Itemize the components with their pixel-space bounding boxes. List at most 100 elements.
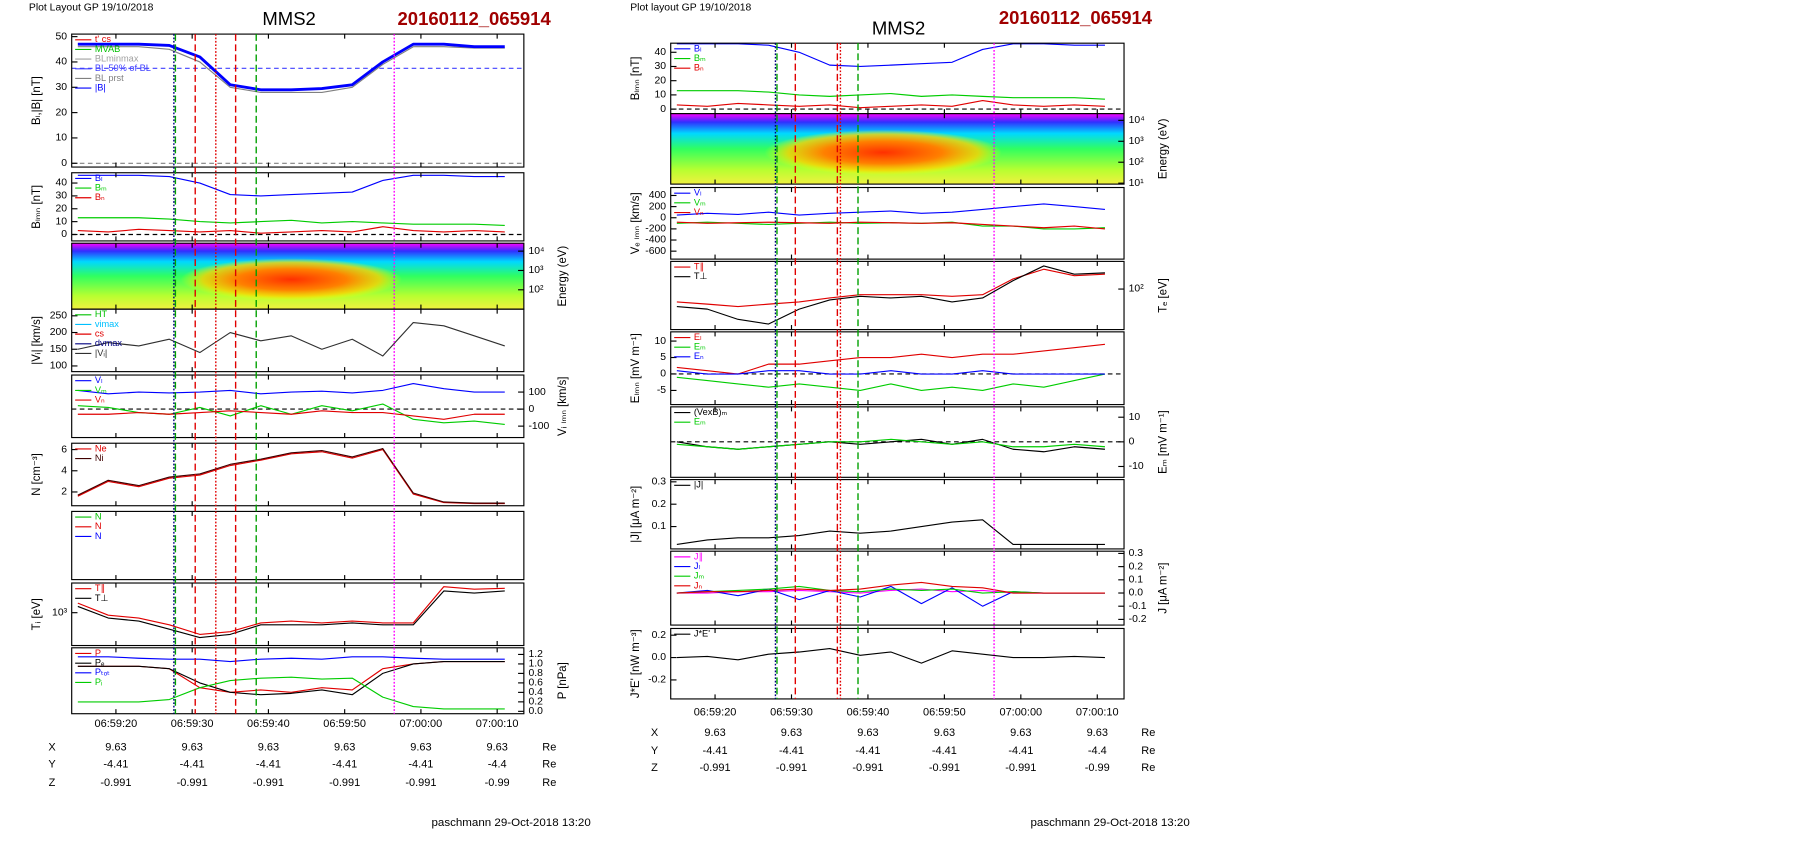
panel <box>71 243 524 310</box>
y-tick-label: 5 <box>660 352 666 363</box>
x-tick-label: 07:00:00 <box>999 707 1042 719</box>
series-line <box>77 448 505 504</box>
series-line <box>676 343 1106 375</box>
series-line <box>676 373 1106 391</box>
legend-label: vimax <box>95 319 120 329</box>
panel <box>71 174 524 236</box>
figure-title: MMS2 <box>262 8 315 29</box>
series-line <box>77 382 505 395</box>
series-line <box>676 265 1105 325</box>
y-tick-label: 0.3 <box>652 477 667 488</box>
y-tick-label: -10 <box>1129 461 1144 472</box>
legend-label: Bₗ <box>95 173 103 183</box>
ephemeris-label: Y <box>651 745 659 757</box>
ephemeris-value: -0.991 <box>329 777 360 789</box>
panel <box>77 586 505 639</box>
ephemeris-value: -0.99 <box>1085 762 1110 774</box>
ephemeris-unit: Re <box>1141 762 1155 774</box>
x-tick-label: 06:59:20 <box>95 718 138 730</box>
y-tick-label: 10¹ <box>1129 178 1145 189</box>
x-tick-label: 06:59:20 <box>694 707 737 719</box>
ephemeris-value: 9.63 <box>704 727 725 739</box>
y-axis-label: Tₑ [eV] <box>1157 278 1169 313</box>
ephemeris-unit: Re <box>1141 745 1155 757</box>
series-line <box>676 221 1106 230</box>
ephemeris-value: -0.991 <box>929 762 960 774</box>
y-tick-label: 20 <box>56 107 68 118</box>
ephemeris-label: Z <box>49 777 56 789</box>
legend-label: Vₙ <box>694 207 704 217</box>
ephemeris-value: 9.63 <box>105 742 126 754</box>
series-line <box>676 438 1105 450</box>
legend-label: HT <box>95 309 108 319</box>
legend-label: Vₘ <box>694 197 706 207</box>
legend-label: J∥ <box>694 551 703 561</box>
y-tick-label: 10³ <box>528 265 544 276</box>
x-tick-label: 07:00:10 <box>476 718 519 730</box>
y-axis-label: J [μA m⁻²] <box>1157 563 1169 614</box>
y-tick-label: 0.2 <box>1129 561 1144 572</box>
legend-label: |B| <box>95 83 106 93</box>
spectrogram-hot-region <box>764 129 1002 175</box>
legend-label: (VexB)ₘ <box>694 407 728 417</box>
panel-frame <box>670 113 1125 185</box>
y-tick-label: 0.0 <box>652 652 667 663</box>
panel <box>676 265 1105 325</box>
legend-label: Vₙ <box>95 395 105 405</box>
legend-label: Bₘ <box>95 183 107 193</box>
y-tick-label: -200 <box>645 224 666 235</box>
y-tick-label: 0 <box>660 104 666 115</box>
y-tick-label: 50 <box>56 31 68 42</box>
ephemeris-label: X <box>651 727 659 739</box>
ephemeris-value: -0.991 <box>253 777 284 789</box>
y-axis-label: Bₗₘₙ [nT] <box>31 185 43 229</box>
series-line <box>77 174 505 197</box>
panel <box>77 656 505 710</box>
ephemeris-value: -4.41 <box>779 745 804 757</box>
y-tick-label: 400 <box>649 190 667 201</box>
ephemeris-value: -4.41 <box>180 759 205 771</box>
series-line <box>77 586 505 635</box>
panel-frame <box>71 33 525 168</box>
series-line <box>77 46 505 93</box>
plot-header: Plot Layout GP 19/10/2018 <box>29 3 154 14</box>
y-axis-label: J*E' [nW m⁻³] <box>630 629 642 698</box>
ephemeris-value: -0.991 <box>1005 762 1036 774</box>
legend-label: Jₙ <box>694 580 703 590</box>
y-tick-label: 10³ <box>1129 136 1145 147</box>
y-tick-label: 100 <box>528 387 546 398</box>
series-line <box>77 656 505 663</box>
legend-label: cs <box>95 329 105 339</box>
ephemeris-value: -0.991 <box>700 762 731 774</box>
y-tick-label: 0.3 <box>1129 548 1144 559</box>
ephemeris-unit: Re <box>542 742 556 754</box>
y-tick-label: 10² <box>1129 157 1145 168</box>
y-tick-label: 0.4 <box>528 687 543 698</box>
y-tick-label: 20 <box>56 204 68 215</box>
y-tick-label: 0 <box>528 404 534 415</box>
legend-label: BLminmax <box>95 54 139 64</box>
ephemeris-value: -4.41 <box>408 759 433 771</box>
y-tick-label: 40 <box>655 47 667 58</box>
y-tick-label: 200 <box>649 201 667 212</box>
panel-frame <box>670 550 1125 626</box>
y-axis-label: |J| [μA m⁻²] <box>630 486 642 543</box>
ephemeris-value: 9.63 <box>857 727 878 739</box>
legend-label: T⊥ <box>95 593 109 603</box>
y-tick-label: 10⁴ <box>1129 115 1145 126</box>
ephemeris-value: -4.41 <box>703 745 728 757</box>
y-axis-label: Vᵢ ₗₘₙ [km/s] <box>557 377 569 436</box>
ephemeris-value: -4.41 <box>855 745 880 757</box>
y-tick-label: 0 <box>1129 437 1135 448</box>
panel <box>676 203 1106 230</box>
y-tick-label: -100 <box>528 421 549 432</box>
y-tick-label: -600 <box>645 246 666 257</box>
y-tick-label: -5 <box>657 385 667 396</box>
legend-label: Vₗ <box>95 375 103 385</box>
x-tick-label: 06:59:50 <box>323 718 366 730</box>
y-tick-label: 0.2 <box>652 630 667 641</box>
y-tick-label: 40 <box>56 178 68 189</box>
legend-label: BL 50% of BL <box>95 63 151 73</box>
y-tick-label: 0 <box>660 369 666 380</box>
